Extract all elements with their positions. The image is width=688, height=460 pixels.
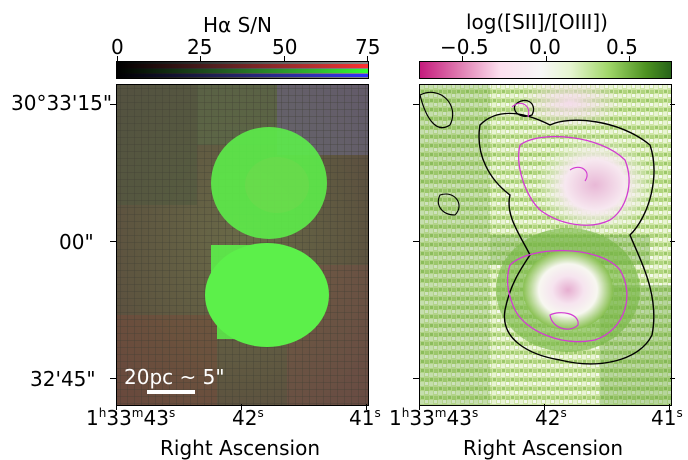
right-colorbar-tick-label: 0.5 <box>606 35 638 59</box>
left-colorbar-tick-label: 50 <box>272 35 298 59</box>
x-tick-label: 1h33m43s <box>86 406 176 430</box>
left-colorbar-band-red <box>117 64 368 68</box>
left-colorbar <box>116 56 369 79</box>
left-colorbar-title: Hα S/N <box>203 13 272 37</box>
magenta-contour <box>518 135 630 226</box>
x-tick-label: 41s <box>651 406 683 430</box>
x-tick-label: 42s <box>535 406 567 430</box>
upper-bubble-halpha <box>211 127 327 239</box>
scale-bar <box>147 390 195 394</box>
sii-oiii-ratio-panel <box>419 84 672 406</box>
halpha-image-panel: 20pc ~ 5" <box>116 84 369 406</box>
y-tick-label: 00" <box>59 230 94 254</box>
scale-bar-label: 20pc ~ 5" <box>124 365 225 389</box>
left-colorbar-band-green <box>117 69 368 73</box>
right-colorbar-title: log([SII]/[OIII]) <box>466 10 608 34</box>
y-tick-label: 32'45" <box>30 367 96 391</box>
right-colorbar <box>419 56 672 79</box>
left-colorbar-tick-label: 0 <box>111 35 124 59</box>
left-colorbar-band-blue <box>117 74 368 77</box>
black-contour <box>478 112 655 365</box>
x-tick-label: 1h33m43s <box>389 406 479 430</box>
y-tick-label: 30°33'15" <box>11 91 113 115</box>
left-colorbar-tick-label: 75 <box>355 35 381 59</box>
left-x-axis-label: Right Ascension <box>160 436 320 460</box>
x-tick-label: 42s <box>232 406 264 430</box>
left-colorbar-tick-label: 25 <box>187 35 213 59</box>
right-x-axis-label: Right Ascension <box>463 436 623 460</box>
x-tick-label: 41s <box>349 406 381 430</box>
right-colorbar-tick-label: 0.0 <box>529 35 561 59</box>
right-colorbar-tick-label: −0.5 <box>440 35 489 59</box>
sii-oiii-ratio-map <box>420 85 671 405</box>
halpha-rgb-image <box>117 85 368 405</box>
